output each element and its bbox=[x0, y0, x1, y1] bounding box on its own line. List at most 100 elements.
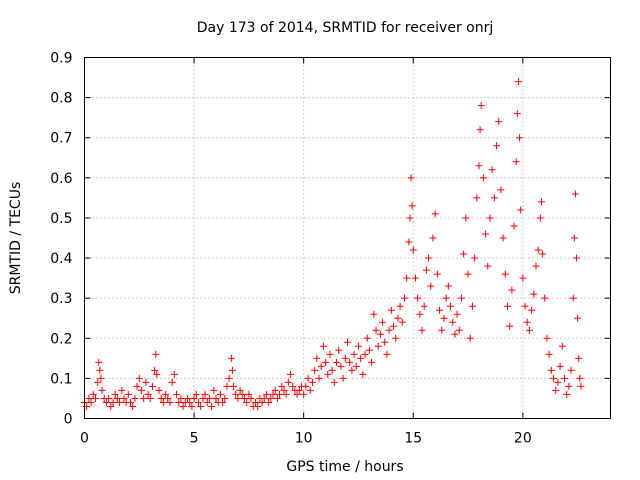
data-point bbox=[135, 374, 143, 382]
data-point bbox=[501, 270, 509, 278]
data-point bbox=[394, 314, 402, 322]
data-point bbox=[319, 342, 327, 350]
data-point bbox=[225, 374, 233, 382]
data-point bbox=[170, 370, 178, 378]
data-point bbox=[111, 390, 119, 398]
data-point bbox=[468, 302, 476, 310]
data-point bbox=[350, 350, 358, 358]
y-tick-label: 0.6 bbox=[50, 171, 72, 187]
data-point bbox=[245, 390, 253, 398]
data-point bbox=[258, 398, 266, 406]
data-point bbox=[146, 394, 154, 402]
data-point bbox=[407, 174, 415, 182]
data-point bbox=[94, 378, 102, 386]
data-point bbox=[140, 394, 148, 402]
data-point bbox=[563, 390, 571, 398]
data-point bbox=[228, 366, 236, 374]
data-point bbox=[539, 250, 547, 258]
data-point bbox=[159, 398, 167, 406]
data-point bbox=[96, 366, 104, 374]
data-point bbox=[168, 378, 176, 386]
data-point bbox=[317, 362, 325, 370]
data-point bbox=[383, 350, 391, 358]
data-point bbox=[238, 390, 246, 398]
data-point bbox=[105, 394, 113, 402]
data-point bbox=[488, 166, 496, 174]
data-point bbox=[381, 338, 389, 346]
x-tick-label: 5 bbox=[190, 431, 199, 447]
data-point bbox=[431, 210, 439, 218]
data-point bbox=[357, 354, 365, 362]
data-point bbox=[558, 342, 566, 350]
data-point bbox=[219, 398, 227, 406]
data-point bbox=[308, 378, 316, 386]
data-point bbox=[346, 358, 354, 366]
data-point bbox=[422, 266, 430, 274]
data-point bbox=[190, 394, 198, 402]
data-point bbox=[192, 390, 200, 398]
data-point bbox=[95, 358, 103, 366]
data-point bbox=[479, 174, 487, 182]
data-point bbox=[541, 294, 549, 302]
data-point bbox=[120, 394, 128, 402]
data-point bbox=[493, 142, 501, 150]
data-point bbox=[184, 394, 192, 402]
data-point bbox=[236, 386, 244, 394]
data-point bbox=[447, 302, 455, 310]
data-point bbox=[573, 254, 581, 262]
data-point bbox=[287, 370, 295, 378]
data-point bbox=[363, 334, 371, 342]
data-point bbox=[411, 274, 419, 282]
data-point bbox=[506, 322, 514, 330]
data-point bbox=[521, 302, 529, 310]
data-point bbox=[234, 394, 242, 402]
data-point bbox=[409, 246, 417, 254]
data-point bbox=[223, 382, 231, 390]
data-point bbox=[280, 386, 288, 394]
data-point bbox=[98, 386, 106, 394]
data-point bbox=[87, 398, 95, 406]
data-point bbox=[199, 394, 207, 402]
data-point bbox=[203, 398, 211, 406]
data-point bbox=[295, 386, 303, 394]
data-point bbox=[436, 306, 444, 314]
y-tick-label: 0.2 bbox=[50, 331, 72, 347]
data-point bbox=[523, 318, 531, 326]
data-point bbox=[466, 334, 474, 342]
data-point bbox=[473, 194, 481, 202]
points-layer bbox=[81, 78, 585, 410]
data-point bbox=[416, 310, 424, 318]
data-point bbox=[212, 394, 220, 402]
data-point bbox=[420, 302, 428, 310]
data-point bbox=[440, 314, 448, 322]
data-point bbox=[188, 402, 196, 410]
data-point bbox=[403, 274, 411, 282]
data-point bbox=[232, 390, 240, 398]
data-point bbox=[152, 350, 160, 358]
data-point bbox=[379, 318, 387, 326]
data-point bbox=[116, 398, 124, 406]
data-point bbox=[230, 382, 238, 390]
data-point bbox=[153, 370, 161, 378]
data-point bbox=[177, 394, 185, 402]
data-point bbox=[251, 398, 259, 406]
data-point bbox=[304, 374, 312, 382]
y-tick-label: 0.4 bbox=[50, 251, 72, 267]
data-point bbox=[210, 386, 218, 394]
data-point bbox=[271, 386, 279, 394]
data-point bbox=[471, 254, 479, 262]
data-point bbox=[313, 354, 321, 362]
data-point bbox=[534, 246, 542, 254]
data-point bbox=[484, 262, 492, 270]
y-tick-label: 0.9 bbox=[50, 51, 72, 67]
data-point bbox=[282, 390, 290, 398]
data-point bbox=[418, 326, 426, 334]
data-point bbox=[166, 398, 174, 406]
data-point bbox=[514, 78, 522, 86]
data-point bbox=[194, 398, 202, 406]
data-point bbox=[267, 394, 275, 402]
data-point bbox=[477, 102, 485, 110]
data-point bbox=[133, 382, 141, 390]
data-point bbox=[240, 394, 248, 402]
